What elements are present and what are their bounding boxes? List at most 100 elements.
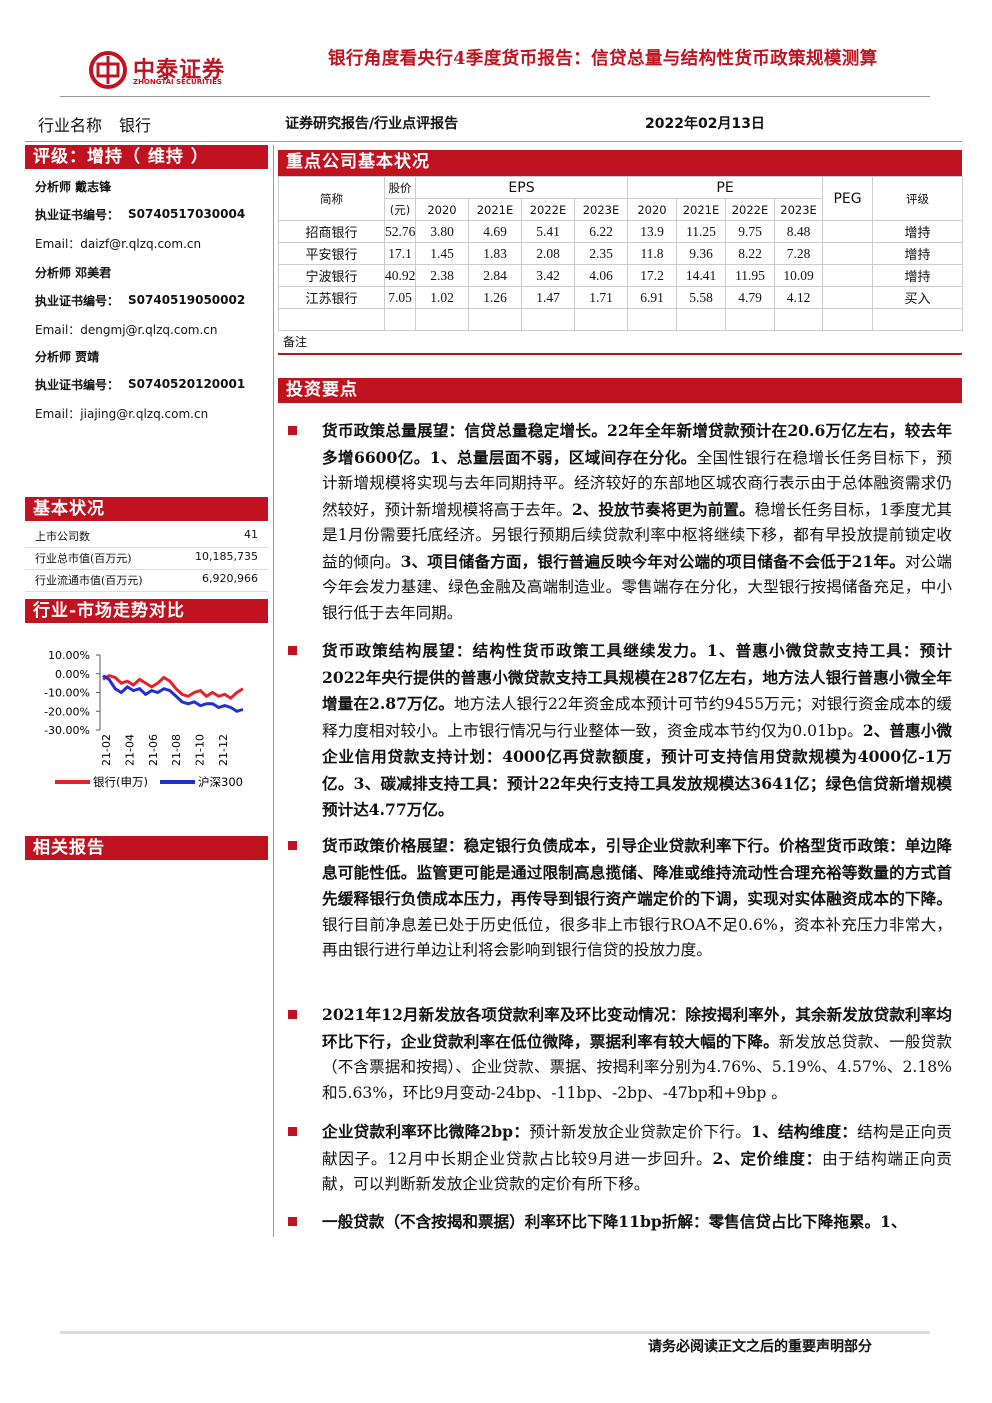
header: 评级 xyxy=(872,176,964,221)
bullet xyxy=(288,1127,297,1136)
cell: 40.92 xyxy=(384,264,416,287)
cell: 增持 xyxy=(872,264,964,287)
cell: 5.58 xyxy=(676,286,726,309)
rule xyxy=(60,96,930,97)
basic-label: 行业总市值(百万元) xyxy=(35,552,132,565)
basic-value: 41 xyxy=(244,528,258,541)
line xyxy=(102,673,244,700)
cert-label: 执业证书编号： xyxy=(35,378,120,392)
cell xyxy=(822,242,874,265)
row-rule xyxy=(25,591,268,592)
cell: 4.69 xyxy=(468,220,522,243)
cell: 14.41 xyxy=(676,264,726,287)
trend-chart: 10.00% 0.00% -10.00% -20.00% -30.00% 21-02 21-… xyxy=(44,649,244,789)
cell: 17.2 xyxy=(627,264,677,287)
cell: 7.05 xyxy=(384,286,416,309)
text-run: 企业贷款利率环比微降2bp： xyxy=(322,1122,530,1141)
row-rule xyxy=(25,547,268,548)
x-tick-label: 21-02 xyxy=(100,734,113,766)
line xyxy=(102,674,244,713)
cell: 11.25 xyxy=(676,220,726,243)
cell: 8.22 xyxy=(725,242,775,265)
cell: 11.95 xyxy=(725,264,775,287)
basic-label: 行业流通市值(百万元) xyxy=(35,574,143,587)
header: 股价 xyxy=(384,176,416,199)
analyst-name: 分析师 邓美君 xyxy=(35,266,112,280)
text-run: 1、结构维度： xyxy=(751,1122,858,1141)
cell: 1.47 xyxy=(521,286,575,309)
text-run: 预计新发放企业贷款定价下行。 xyxy=(529,1123,751,1141)
cell: 10.09 xyxy=(773,264,824,287)
section-title: 重点公司基本状况 xyxy=(278,150,962,176)
header-row: 简称 股价 EPS PE PEG 评级 xyxy=(278,176,964,221)
x-tick-label: 21-04 xyxy=(123,734,136,766)
cell: 4.12 xyxy=(773,286,824,309)
basic-value: 6,920,966 xyxy=(202,572,258,585)
bullet xyxy=(288,1010,297,1019)
email: Email：daizf@r.qlzq.com.cn xyxy=(35,237,202,251)
data-row: 宁波银行 40.92 2.38 2.84 3.42 4.06 17.2 14.41 11.95 1… xyxy=(278,264,964,287)
industry-label: 行业名称 xyxy=(38,116,103,135)
section-title: 投资要点 xyxy=(278,378,962,403)
cell xyxy=(384,308,416,331)
cell xyxy=(468,308,522,331)
cell: 招商银行 xyxy=(278,220,385,243)
paragraph: 货币政策总量展望：信贷总量稳定增长。22年全年新增贷款预计在20.6万亿左右，较… xyxy=(322,418,952,626)
cell: 3.42 xyxy=(521,264,575,287)
cell: 9.75 xyxy=(725,220,775,243)
header: 2021E xyxy=(676,198,726,221)
data-row: 招商银行 52.76 3.80 4.69 5.41 6.22 13.9 11.25 9.75 8.… xyxy=(278,220,964,243)
cell xyxy=(627,308,677,331)
text-run: 货币政策价格展望：稳定银行负债成本，引导企业贷款利率下行。价格型货币政策：单边降… xyxy=(322,836,952,908)
row-rule xyxy=(25,569,268,570)
cell xyxy=(773,308,824,331)
cert-no: S0740519050002 xyxy=(128,293,246,307)
cell: 增持 xyxy=(872,242,964,265)
cell: 7.28 xyxy=(773,242,824,265)
cell xyxy=(415,308,469,331)
blank-row xyxy=(278,308,964,331)
text-run: 地方法人银行22年资金成本预计可节约9455万元；对银行资金成本的缓释力度相对较… xyxy=(322,695,953,740)
cell: 11.8 xyxy=(627,242,677,265)
text-run: 结构是正向贡献因子。12月中长期企业贷款占比较9月进一步回升。 xyxy=(322,1123,952,1168)
divider xyxy=(273,145,274,1237)
cell: 增持 xyxy=(872,220,964,243)
header: 2020 xyxy=(627,198,677,221)
cell: 2.35 xyxy=(574,242,628,265)
cell: 1.02 xyxy=(415,286,469,309)
industry: 银行 xyxy=(119,116,152,135)
text-run: 全国性银行在稳增长任务目标下，预计新增规模将实现与去年同期持平。经济较好的东部地… xyxy=(322,448,952,519)
cell: 17.1 xyxy=(384,242,416,265)
x-tick-label: 21-10 xyxy=(194,734,207,766)
legend-label: 银行(申万) xyxy=(93,775,148,789)
email: Email：dengmj@r.qlzq.com.cn xyxy=(35,323,218,337)
data-row: 江苏银行 7.05 1.02 1.26 1.47 1.71 6.91 5.58 4.79 4.12… xyxy=(278,286,964,309)
logo-mark xyxy=(89,51,127,89)
bullet xyxy=(288,646,297,655)
cell xyxy=(822,286,874,309)
section-title: 相关报告 xyxy=(25,836,268,860)
cell: 13.9 xyxy=(627,220,677,243)
footer: 请务必阅读正文之后的重要声明部分 xyxy=(648,1339,872,1355)
cell xyxy=(822,264,874,287)
cell: 6.22 xyxy=(574,220,628,243)
y-tick-label: 0.00% xyxy=(55,668,90,681)
logo-en: ZHONGTAI SECURITIES xyxy=(133,78,222,86)
header: 2022E xyxy=(725,198,775,221)
paragraph: 企业贷款利率环比微降2bp：预计新发放企业贷款定价下行。1、结构维度：结构是正向… xyxy=(322,1119,952,1198)
cell xyxy=(574,308,628,331)
text-run: 对公端今年会发力基建、绿色金融及高端制造业。零售端存在分化，大型银行按揭储备充足… xyxy=(322,552,952,622)
cell xyxy=(872,308,964,331)
cell xyxy=(822,308,874,331)
cell: 2.08 xyxy=(521,242,575,265)
legend-label: 沪深300 xyxy=(198,775,243,789)
cell xyxy=(521,308,575,331)
paragraph: 货币政策价格展望：稳定银行负债成本，引导企业贷款利率下行。价格型货币政策：单边降… xyxy=(322,833,952,964)
cell: 1.26 xyxy=(468,286,522,309)
data-row: 平安银行 17.1 1.45 1.83 2.08 2.35 11.8 9.36 8.22 7.28… xyxy=(278,242,964,265)
cert-no: S0740520120001 xyxy=(128,377,246,391)
text-run: 一般贷款（不含按揭和票据）利率环比下降11bp折解：零售信贷占比下降拖累。1、 xyxy=(322,1212,907,1231)
cell: 2.84 xyxy=(468,264,522,287)
rule xyxy=(25,141,962,142)
analyst-name: 分析师 贾靖 xyxy=(35,350,100,364)
